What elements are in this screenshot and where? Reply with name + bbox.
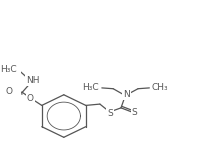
Text: O: O: [27, 94, 34, 103]
Text: S: S: [107, 109, 113, 118]
Text: N: N: [123, 90, 130, 99]
Text: O: O: [5, 87, 12, 96]
Text: H₃C: H₃C: [82, 82, 99, 92]
Text: NH: NH: [26, 76, 40, 85]
Text: S: S: [132, 108, 138, 117]
Text: CH₃: CH₃: [151, 82, 168, 92]
Text: H₃C: H₃C: [0, 65, 17, 74]
